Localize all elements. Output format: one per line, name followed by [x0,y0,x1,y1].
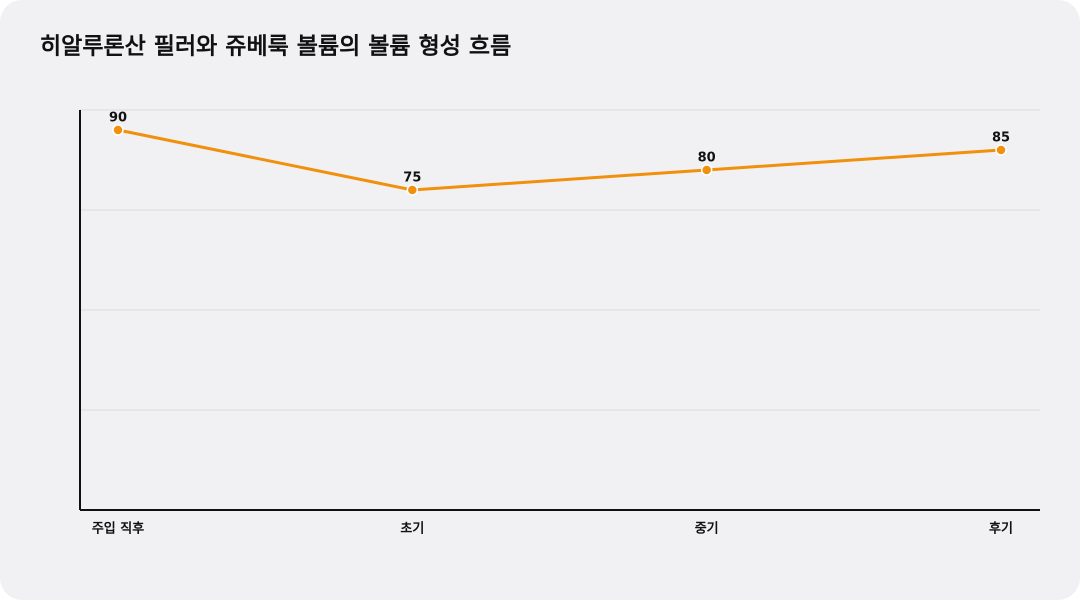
x-tick-label: 중기 [695,522,719,537]
point [406,184,419,196]
data-label: 85 [992,131,1010,146]
data-label: 90 [109,111,127,126]
chart-title: 히알루론산 필러와 쥬베룩 볼륨의 볼륨 형성 흐름 [40,34,511,60]
line [117,128,1002,192]
point [995,144,1007,156]
data-label: 80 [698,151,716,166]
point [700,164,713,176]
data-label: 75 [403,171,421,186]
x-tick-label: 초기 [400,522,424,537]
x-tick-label: 주입 직후 [92,521,144,537]
x-tick-label: 후기 [989,521,1013,537]
point [112,124,124,136]
